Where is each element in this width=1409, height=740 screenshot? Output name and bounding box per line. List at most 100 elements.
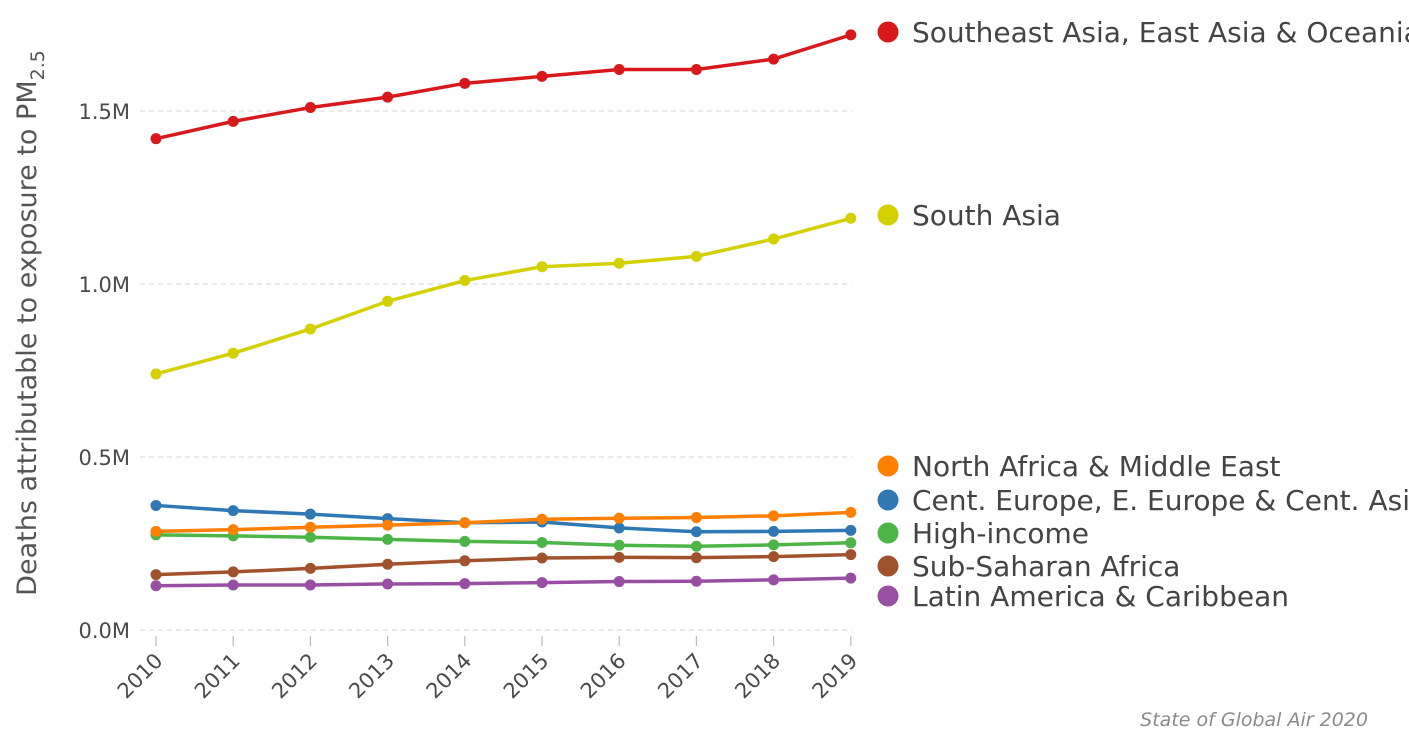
- series-0: [150, 29, 857, 145]
- data-point: [382, 578, 394, 590]
- data-point: [613, 576, 625, 588]
- data-point: [227, 524, 239, 536]
- data-point: [690, 250, 702, 262]
- legend-label: Cent. Europe, E. Europe & Cent. Asia: [912, 484, 1409, 517]
- legend-label: North Africa & Middle East: [912, 450, 1281, 483]
- x-tick-label: 2012: [267, 649, 322, 704]
- data-point: [459, 535, 471, 547]
- data-point: [227, 505, 239, 517]
- series-1: [150, 212, 857, 380]
- data-point: [845, 549, 857, 561]
- legend-marker: [877, 455, 899, 477]
- data-point: [613, 522, 625, 534]
- data-point: [382, 533, 394, 545]
- x-tick-label: 2011: [190, 649, 245, 704]
- data-point: [150, 569, 162, 581]
- y-tick-label: 0.5M: [78, 446, 130, 470]
- data-point: [459, 275, 471, 287]
- series-line: [155, 576, 851, 588]
- data-point: [690, 552, 702, 564]
- gridlines: [140, 110, 852, 631]
- legend-marker: [877, 21, 899, 43]
- x-tick-label: 2016: [576, 649, 631, 704]
- data-point: [150, 499, 162, 511]
- x-tick-label: 2017: [653, 649, 708, 704]
- series-2: [150, 506, 857, 537]
- legend-item: Sub-Saharan Africa: [877, 550, 1180, 583]
- data-point: [536, 70, 548, 82]
- data-point: [845, 524, 857, 536]
- data-point: [304, 521, 316, 533]
- data-point: [150, 368, 162, 380]
- data-point: [459, 555, 471, 567]
- legend-label: High-income: [912, 517, 1089, 550]
- x-tick-label: 2018: [730, 649, 785, 704]
- data-point: [845, 506, 857, 518]
- data-point: [536, 552, 548, 564]
- legend-label: Southeast Asia, East Asia & Oceania: [912, 16, 1409, 49]
- data-point: [459, 517, 471, 529]
- x-axis: 2010 2011 2012 2013 2014 2015 2016 2017 2018 2019: [113, 636, 863, 704]
- series-lines: [150, 29, 857, 592]
- data-point: [227, 347, 239, 359]
- series-line: [155, 33, 852, 141]
- data-point: [382, 91, 394, 103]
- data-point: [690, 526, 702, 538]
- data-point: [613, 63, 625, 75]
- series-line: [155, 510, 851, 534]
- data-point: [536, 536, 548, 548]
- legend-item: North Africa & Middle East: [877, 450, 1281, 483]
- source-note: State of Global Air 2020: [1140, 709, 1368, 731]
- legend-label: South Asia: [912, 199, 1061, 232]
- data-point: [690, 540, 702, 552]
- y-tick-label: 1.0M: [78, 273, 130, 297]
- data-point: [613, 551, 625, 563]
- y-axis-ticks: 0.0M 0.5M 1.0M 1.5M: [78, 100, 130, 643]
- data-point: [536, 261, 548, 273]
- series-line: [155, 216, 852, 376]
- legend-marker: [877, 489, 899, 511]
- legend-item: Southeast Asia, East Asia & Oceania: [877, 16, 1409, 49]
- data-point: [304, 579, 316, 591]
- data-point: [227, 566, 239, 578]
- legend-item: Cent. Europe, E. Europe & Cent. Asia: [877, 484, 1409, 517]
- data-point: [768, 53, 780, 65]
- data-point: [845, 29, 857, 41]
- data-point: [768, 539, 780, 551]
- data-point: [613, 512, 625, 524]
- data-point: [690, 512, 702, 524]
- x-tick-label: 2014: [422, 649, 477, 704]
- y-tick-label: 0.0M: [78, 619, 130, 643]
- series-5: [150, 549, 857, 581]
- series-line: [155, 533, 851, 549]
- series-3: [150, 499, 857, 538]
- legend-item: Latin America & Caribbean: [877, 580, 1289, 613]
- data-point: [382, 519, 394, 531]
- data-point: [227, 579, 239, 591]
- data-point: [304, 562, 316, 574]
- data-point: [768, 233, 780, 245]
- legend-marker: [877, 555, 899, 577]
- data-point: [768, 525, 780, 537]
- data-point: [768, 574, 780, 586]
- legend-marker: [877, 204, 899, 226]
- data-point: [304, 508, 316, 520]
- data-point: [690, 575, 702, 587]
- data-point: [768, 510, 780, 522]
- data-point: [845, 572, 857, 584]
- data-point: [459, 77, 471, 89]
- data-point: [459, 578, 471, 590]
- x-tick-label: 2019: [808, 649, 863, 704]
- data-point: [150, 133, 162, 145]
- legend-item: South Asia: [877, 199, 1061, 232]
- data-point: [304, 102, 316, 114]
- data-point: [536, 513, 548, 525]
- data-point: [150, 580, 162, 592]
- x-tick-label: 2010: [113, 649, 168, 704]
- data-point: [304, 531, 316, 543]
- data-point: [613, 257, 625, 269]
- data-point: [227, 115, 239, 127]
- data-point: [690, 63, 702, 75]
- legend-label: Sub-Saharan Africa: [912, 550, 1180, 583]
- series-line: [155, 552, 851, 577]
